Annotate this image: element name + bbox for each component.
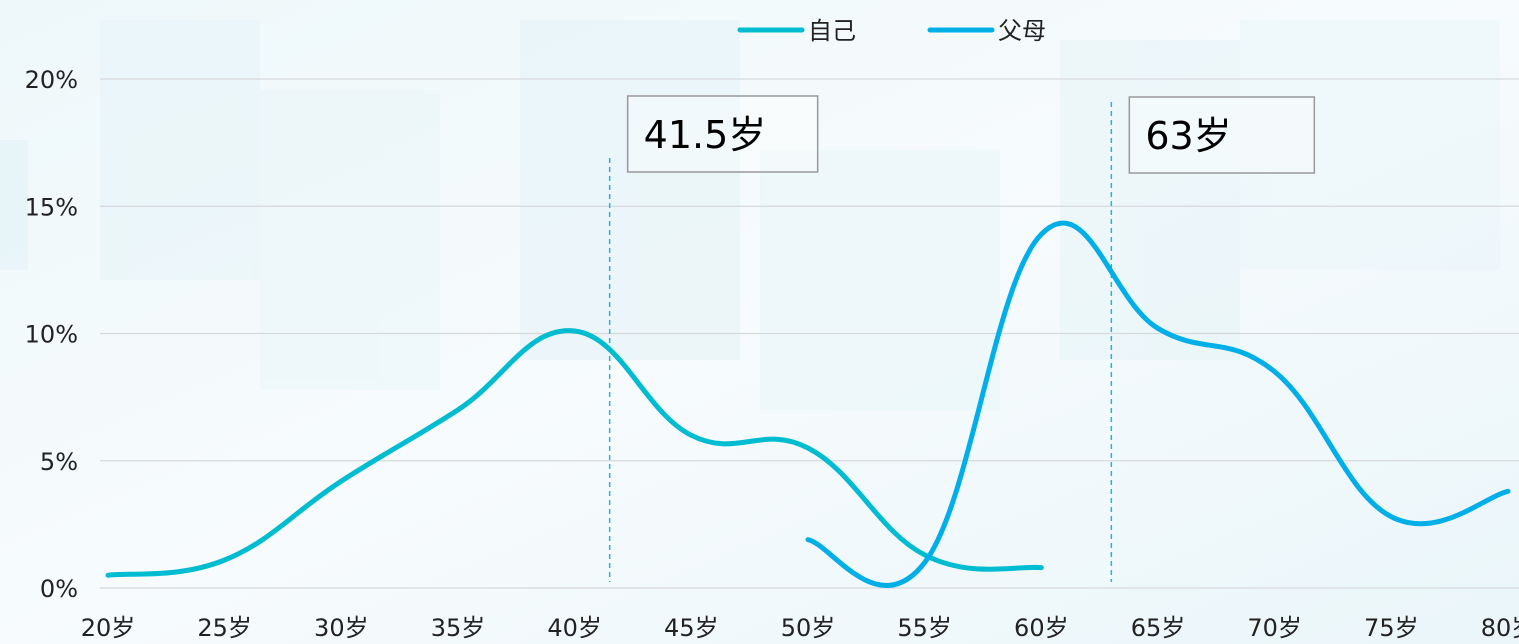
grid-lines (100, 78, 1519, 589)
legend-label: 自己 (808, 17, 856, 45)
series-line-1 (805, 220, 1511, 589)
annotation-label: 41.5岁 (644, 113, 767, 157)
x-tick-label: 40岁 (547, 614, 602, 642)
x-tick-label: 35岁 (431, 614, 486, 642)
annotation-box (1128, 96, 1316, 174)
x-tick-label: 25岁 (197, 614, 252, 642)
y-tick-label: 5% (40, 448, 78, 476)
y-tick-label: 20% (25, 66, 78, 94)
legend: 自己 父母 (737, 17, 1046, 45)
series-line-0 (105, 328, 1044, 578)
legend-label: 父母 (998, 17, 1046, 45)
x-tick-label: 80岁 (1481, 614, 1519, 642)
y-tick-label: 10% (25, 321, 78, 349)
x-tick-label: 65岁 (1131, 614, 1186, 642)
annotation-box (626, 95, 819, 173)
y-tick-label: 0% (40, 575, 78, 603)
x-tick-label: 45岁 (664, 614, 719, 642)
x-tick-label: 30岁 (314, 614, 369, 642)
background-decoration (0, 20, 1500, 410)
annotation-label: 63岁 (1145, 114, 1231, 158)
x-tick-label: 20岁 (81, 614, 136, 642)
annotations: 41.5岁 63岁 (608, 95, 1316, 582)
x-tick-label: 70岁 (1247, 614, 1302, 642)
x-tick-label: 75岁 (1364, 614, 1419, 642)
x-axis-ticks: 20岁 25岁 30岁 35岁 40岁 45岁 50岁 55岁 60岁 65岁 70岁 75岁 80岁 (81, 614, 1519, 642)
series (105, 220, 1511, 589)
y-axis-ticks: 0% 5% 10% 15% 20% (25, 66, 78, 603)
y-tick-label: 15% (25, 193, 78, 221)
x-tick-label: 55岁 (897, 614, 952, 642)
x-tick-label: 60岁 (1014, 614, 1069, 642)
x-tick-label: 50岁 (781, 614, 836, 642)
